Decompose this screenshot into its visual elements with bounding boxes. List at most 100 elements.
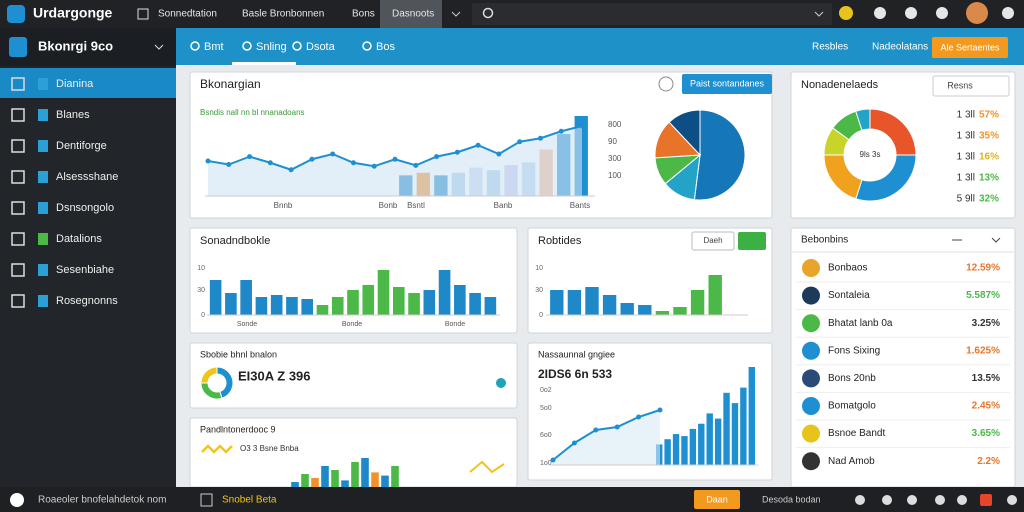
row-icon	[802, 259, 820, 277]
bar	[377, 270, 390, 315]
toolbar-link[interactable]: Resbles	[812, 42, 848, 53]
row-icon	[802, 369, 820, 388]
status-icon	[200, 493, 213, 507]
toolbar-tab[interactable]: Dsota	[306, 41, 336, 53]
menu-item[interactable]: Basle Bronbonnen	[242, 9, 324, 20]
row-name[interactable]: Bsnoe Bandt	[828, 428, 885, 439]
toolbar-tab[interactable]: Bmt	[204, 41, 224, 53]
row-value: 3.65%	[972, 428, 1000, 439]
legend-label: 1 3ll	[957, 110, 975, 121]
line-point	[247, 154, 253, 160]
status-link[interactable]: Desoda bodan	[762, 494, 821, 504]
card-button-label[interactable]: Daeh	[703, 236, 722, 245]
status-icon	[10, 493, 24, 507]
dropdown-chevron	[451, 11, 461, 17]
row-value: 12.59%	[966, 263, 1000, 274]
bar	[714, 418, 722, 465]
toolbar-tab[interactable]: Bos	[376, 41, 395, 53]
row-name[interactable]: Bons 20nb	[828, 373, 876, 384]
line-point	[413, 162, 419, 168]
row-name[interactable]: Bhatat lanb 0a	[828, 318, 893, 329]
x-tick-label: Bnnb	[274, 201, 293, 210]
row-name[interactable]: Bonbaos	[828, 263, 867, 274]
card-button-label[interactable]: Paist sontandanes	[690, 78, 765, 88]
menu-item[interactable]: Sonnedtation	[158, 9, 217, 20]
chart-subtitle: Bsndis nall nn bl nnanadoans	[200, 108, 305, 117]
y-tick-label: 0	[201, 312, 205, 319]
status-icon	[935, 495, 945, 505]
y-tick-label: 5o0	[540, 405, 552, 412]
toolbar-link[interactable]: Nadeolatans	[872, 42, 928, 53]
sidebar-title: Bkonrgi 9co	[38, 38, 113, 53]
donut-slice	[855, 108, 871, 131]
menu-item[interactable]: Dasnoots	[392, 9, 434, 20]
summary-card	[189, 342, 518, 409]
menu-item[interactable]: Bons	[352, 9, 375, 20]
status-icon	[1007, 495, 1017, 505]
bar	[567, 290, 582, 315]
bar	[381, 475, 389, 490]
row-name[interactable]: Bomatgolo	[828, 401, 876, 412]
nav-item[interactable]: Dentiforge	[56, 140, 107, 152]
x-tick-label: Banb	[494, 201, 513, 210]
dropdown-chevron	[154, 44, 164, 50]
dropdown-chevron	[814, 11, 824, 17]
toolbar-button[interactable]	[932, 37, 1008, 58]
line-point	[571, 440, 577, 446]
green-button[interactable]	[738, 232, 766, 250]
dropdown-chevron	[991, 237, 1001, 243]
nav-item[interactable]: Dianina	[56, 78, 94, 90]
nav-icon	[11, 77, 25, 91]
y-tick-label: 0	[539, 312, 543, 319]
legend-value: 32%	[979, 194, 999, 205]
pie-slice	[693, 109, 746, 201]
row-icon	[802, 424, 820, 443]
y-tick-label: 30	[197, 287, 205, 294]
toolbar-button-label[interactable]: Ale Sertaentes	[940, 42, 1000, 52]
bar	[225, 293, 237, 315]
nav-item[interactable]: Blanes	[56, 109, 90, 121]
row-name[interactable]: Nad Amob	[828, 456, 875, 467]
row-name[interactable]: Fons Sixing	[828, 345, 880, 356]
bar	[689, 428, 697, 465]
line-point	[636, 414, 642, 420]
search-box[interactable]	[472, 3, 832, 25]
line-point	[226, 162, 232, 167]
legend-value: 16%	[979, 152, 999, 163]
x-tick-label: Bonde	[342, 321, 362, 328]
card-button[interactable]	[682, 74, 772, 94]
line	[552, 409, 661, 461]
status-button[interactable]	[694, 490, 740, 509]
bar	[321, 466, 329, 490]
bar	[209, 280, 222, 315]
bar	[681, 436, 688, 465]
legend-label: 1 3ll	[957, 152, 975, 163]
bar	[602, 295, 617, 315]
nav-item[interactable]: Alsessshane	[56, 171, 118, 183]
status-button-label[interactable]: Daan	[706, 494, 728, 504]
nav-item[interactable]: Sesenbiahe	[56, 264, 114, 276]
nav-item[interactable]: Datalions	[56, 233, 102, 245]
status-icon	[957, 495, 967, 505]
bar	[291, 482, 299, 490]
y-tick-label: 10	[535, 265, 543, 272]
bar	[331, 297, 344, 315]
line-point	[288, 167, 294, 173]
nav-item[interactable]: Dsnsongolo	[56, 202, 114, 214]
card-title: Nonadenelaeds	[801, 79, 879, 91]
legend-value: 13%	[979, 173, 999, 184]
status-text: Roaeoler bnofelahdetok nom	[38, 495, 166, 506]
row-name[interactable]: Sontaleia	[828, 290, 870, 301]
card-button[interactable]	[691, 231, 735, 251]
line-point	[267, 160, 273, 166]
nav-item[interactable]: Rosegnonns	[56, 295, 118, 307]
bar	[469, 293, 481, 315]
bar	[664, 439, 671, 465]
card-button-label[interactable]: Resns	[947, 80, 973, 90]
card-button[interactable]	[932, 75, 1010, 97]
bar	[620, 303, 634, 315]
row-value: 2.2%	[977, 456, 1000, 467]
toolbar-tab[interactable]: Snling	[256, 41, 287, 53]
y-tick-label: 6o0	[540, 432, 552, 439]
